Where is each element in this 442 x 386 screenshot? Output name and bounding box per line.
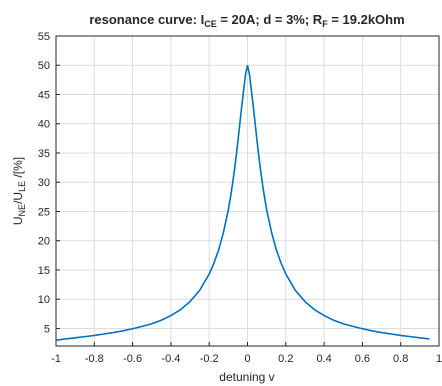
title-part: resonance curve: I	[89, 12, 204, 27]
x-tick-label: -0.2	[200, 353, 219, 365]
y-tick-label: 5	[44, 323, 50, 335]
x-tick-label: -0.6	[123, 353, 142, 365]
ylabel-part: /U	[11, 192, 25, 204]
x-tick-label: 0.6	[355, 353, 370, 365]
x-axis-label: detuning v	[219, 370, 274, 384]
y-tick-label: 40	[38, 119, 50, 131]
x-tick-label: -0.8	[85, 353, 104, 365]
chart-title: resonance curve: ICE = 20A; d = 3%; RF =…	[89, 12, 404, 29]
ylabel-subscript: NE	[17, 204, 27, 217]
y-tick-label: 35	[38, 148, 50, 160]
x-tick-label: 0	[244, 353, 250, 365]
x-tick-label: -1	[51, 353, 61, 365]
x-tick-label: 0.8	[393, 353, 408, 365]
x-tick-label: 0.2	[278, 353, 293, 365]
ylabel-part: U	[11, 216, 25, 225]
ylabel-subscript: LE	[17, 181, 27, 192]
y-tick-label: 15	[38, 265, 50, 277]
title-subscript: CE	[204, 19, 217, 29]
grid	[55, 35, 440, 346]
x-tick-label: 1	[436, 353, 442, 365]
y-tick-label: 10	[38, 294, 50, 306]
x-tick-label: 0.4	[316, 353, 331, 365]
title-part: = 19.2kOhm	[328, 12, 405, 27]
x-tick-label: -0.4	[161, 353, 180, 365]
y-tick-label: 30	[38, 177, 50, 189]
y-tick-label: 50	[38, 60, 50, 72]
title-subscript: F	[322, 19, 328, 29]
y-tick-label: 55	[38, 31, 50, 43]
y-tick-label: 20	[38, 236, 50, 248]
y-axis-label: UNE/ULE /[%]	[11, 157, 27, 225]
ylabel-part: /[%]	[11, 157, 25, 181]
series-line-resonance	[55, 65, 430, 341]
y-tick-label: 25	[38, 206, 50, 218]
title-part: = 20A; d = 3%; R	[217, 12, 323, 27]
ticks: -1 -0.8 -0.6 -0.4 -0.2 0 0.2 0.4 0.6 0.8 151015202…	[38, 31, 442, 365]
y-tick-label: 45	[38, 89, 50, 101]
